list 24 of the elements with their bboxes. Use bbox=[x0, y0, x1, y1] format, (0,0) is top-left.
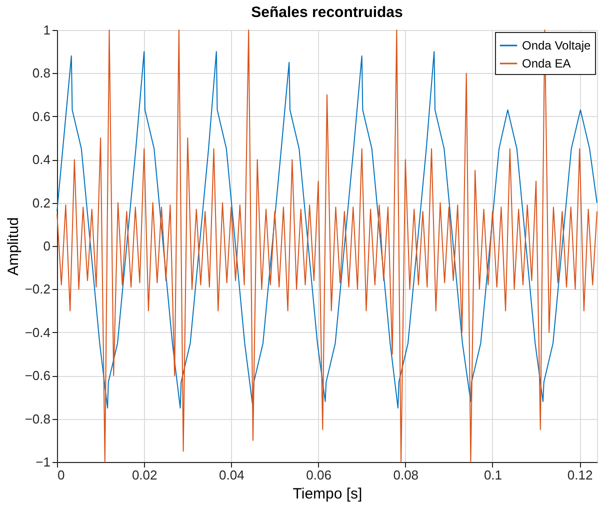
x-axis-title: Tiempo [s] bbox=[292, 486, 362, 502]
x-tick-label: 0.12 bbox=[567, 468, 593, 482]
y-tick-label: −0.6 bbox=[24, 368, 50, 384]
legend-label: Onda Voltaje bbox=[522, 38, 592, 52]
y-tick-label: −0.2 bbox=[24, 282, 50, 297]
line-series bbox=[56, 51, 598, 408]
x-tick-label: 0.04 bbox=[219, 468, 244, 482]
x-tick-label: 0 bbox=[58, 468, 65, 482]
x-tick-label: 0.08 bbox=[393, 468, 419, 482]
y-tick-label: −0.8 bbox=[24, 411, 50, 426]
legend-label: Onda EA bbox=[522, 56, 571, 70]
y-tick-label: 1 bbox=[43, 22, 50, 38]
x-tick-label: 0.06 bbox=[306, 468, 332, 482]
x-tick-label: 0.1 bbox=[484, 468, 502, 482]
y-tick-label: 0.6 bbox=[32, 108, 50, 124]
y-tick-label: 0.2 bbox=[32, 195, 50, 210]
y-tick-label: −1 bbox=[36, 454, 50, 470]
chart-title: Señales recontruidas bbox=[251, 4, 403, 21]
y-tick-label: 0.4 bbox=[32, 152, 50, 168]
y-axis-title: Amplitud bbox=[4, 217, 22, 276]
y-tick-label: −0.4 bbox=[24, 324, 50, 340]
y-tick-label: 0 bbox=[43, 238, 50, 254]
y-tick-label: 0.8 bbox=[32, 66, 50, 81]
x-tick-label: 0.02 bbox=[132, 468, 158, 482]
